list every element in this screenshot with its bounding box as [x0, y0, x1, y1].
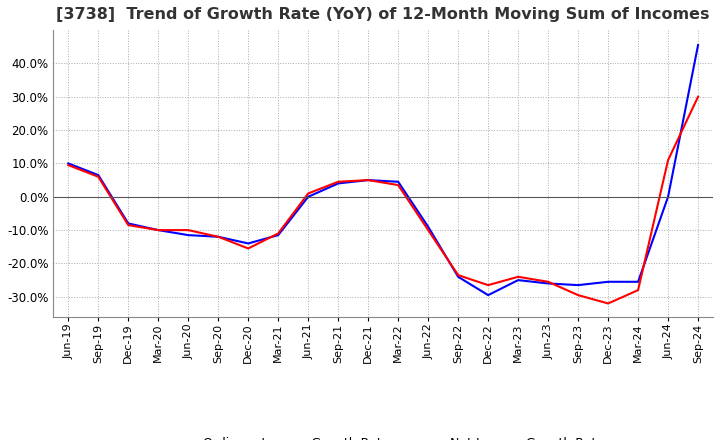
Net Income Growth Rate — [64, 162, 73, 168]
Ordinary Income Growth Rate — [274, 232, 282, 238]
Net Income Growth Rate — [514, 274, 523, 279]
Ordinary Income Growth Rate — [184, 232, 192, 238]
Net Income Growth Rate — [184, 227, 192, 233]
Ordinary Income Growth Rate — [124, 221, 132, 226]
Ordinary Income Growth Rate — [214, 234, 222, 239]
Title: [3738]  Trend of Growth Rate (YoY) of 12-Month Moving Sum of Incomes: [3738] Trend of Growth Rate (YoY) of 12-… — [56, 7, 710, 22]
Net Income Growth Rate — [424, 227, 433, 233]
Ordinary Income Growth Rate — [484, 293, 492, 298]
Ordinary Income Growth Rate — [634, 279, 642, 284]
Net Income Growth Rate — [484, 282, 492, 288]
Net Income Growth Rate — [154, 227, 163, 233]
Ordinary Income Growth Rate — [244, 241, 253, 246]
Ordinary Income Growth Rate — [334, 181, 343, 186]
Net Income Growth Rate — [214, 234, 222, 239]
Ordinary Income Growth Rate — [424, 224, 433, 229]
Net Income Growth Rate — [664, 158, 672, 163]
Legend: Ordinary Income Growth Rate, Net Income Growth Rate: Ordinary Income Growth Rate, Net Income … — [157, 432, 609, 440]
Net Income Growth Rate — [574, 293, 582, 298]
Net Income Growth Rate — [454, 272, 462, 278]
Ordinary Income Growth Rate — [154, 227, 163, 233]
Net Income Growth Rate — [634, 287, 642, 293]
Ordinary Income Growth Rate — [514, 278, 523, 283]
Line: Ordinary Income Growth Rate: Ordinary Income Growth Rate — [68, 45, 698, 295]
Net Income Growth Rate — [694, 94, 703, 99]
Ordinary Income Growth Rate — [454, 274, 462, 279]
Net Income Growth Rate — [604, 301, 613, 306]
Net Income Growth Rate — [274, 231, 282, 236]
Ordinary Income Growth Rate — [64, 161, 73, 166]
Ordinary Income Growth Rate — [394, 179, 402, 184]
Ordinary Income Growth Rate — [304, 194, 312, 199]
Net Income Growth Rate — [364, 177, 372, 183]
Ordinary Income Growth Rate — [694, 42, 703, 48]
Ordinary Income Growth Rate — [604, 279, 613, 284]
Net Income Growth Rate — [394, 183, 402, 188]
Net Income Growth Rate — [94, 174, 103, 180]
Net Income Growth Rate — [124, 223, 132, 228]
Ordinary Income Growth Rate — [364, 177, 372, 183]
Ordinary Income Growth Rate — [664, 194, 672, 199]
Net Income Growth Rate — [304, 191, 312, 196]
Line: Net Income Growth Rate: Net Income Growth Rate — [68, 97, 698, 304]
Ordinary Income Growth Rate — [94, 172, 103, 178]
Net Income Growth Rate — [244, 246, 253, 251]
Ordinary Income Growth Rate — [574, 282, 582, 288]
Net Income Growth Rate — [544, 279, 552, 284]
Net Income Growth Rate — [334, 179, 343, 184]
Ordinary Income Growth Rate — [544, 281, 552, 286]
